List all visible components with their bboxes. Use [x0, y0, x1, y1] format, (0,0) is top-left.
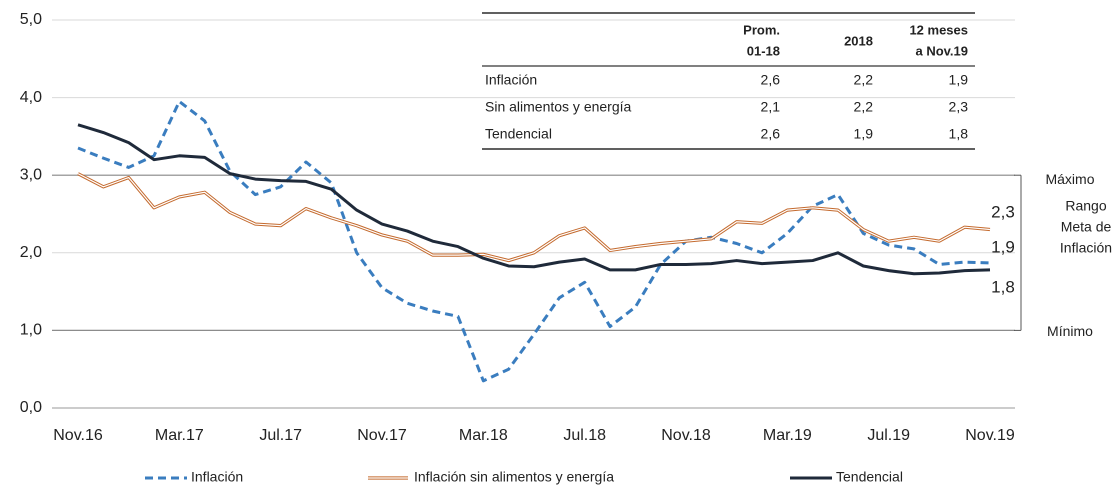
legend-label: Tendencial	[836, 469, 903, 485]
x-tick-label: Nov.17	[357, 427, 407, 444]
y-tick-label: 0,0	[20, 399, 42, 416]
y-tick-label: 2,0	[20, 244, 42, 261]
series-line	[77, 172, 991, 263]
range-title: Meta de	[1061, 219, 1112, 235]
table-cell: 1,9	[949, 72, 969, 88]
table-cell: 2,6	[761, 72, 781, 88]
table-header: a Nov.19	[915, 43, 968, 58]
y-tick-label: 5,0	[20, 11, 42, 28]
range-label: Mínimo	[1047, 323, 1093, 339]
table-row-label: Inflación	[485, 72, 537, 88]
table-cell: 2,3	[949, 99, 969, 115]
table-header: Prom.	[743, 22, 780, 37]
table-cell: 1,9	[854, 126, 874, 142]
y-tick-label: 3,0	[20, 166, 42, 183]
x-tick-label: Mar.17	[155, 427, 204, 444]
y-tick-label: 4,0	[20, 89, 42, 106]
table-cell: 2,2	[854, 72, 874, 88]
x-tick-label: Mar.19	[763, 427, 812, 444]
x-tick-label: Nov.16	[53, 427, 103, 444]
table-cell: 1,8	[949, 126, 969, 142]
table-header: 2018	[844, 33, 873, 48]
table-cell: 2,2	[854, 99, 874, 115]
series-line	[77, 99, 991, 383]
table-cell: 2,1	[761, 99, 781, 115]
end-label: 1,8	[991, 277, 1015, 296]
legend-label: Inflación sin alimentos y energía	[414, 469, 614, 485]
table-cell: 2,6	[761, 126, 781, 142]
range-label: Máximo	[1045, 171, 1094, 187]
x-tick-label: Jul.19	[867, 427, 910, 444]
table-header: 12 meses	[909, 22, 968, 37]
x-tick-label: Jul.17	[259, 427, 302, 444]
x-tick-label: Mar.18	[459, 427, 508, 444]
legend-label: Inflación	[191, 469, 243, 485]
x-tick-label: Nov.18	[661, 427, 711, 444]
series-line-inner	[77, 173, 991, 262]
end-label: 2,3	[991, 202, 1015, 221]
table-row-label: Sin alimentos y energía	[485, 99, 632, 115]
x-tick-label: Jul.18	[563, 427, 606, 444]
range-title: Inflación	[1060, 240, 1112, 256]
end-label: 1,9	[991, 237, 1015, 256]
series-line	[77, 123, 991, 276]
table-header: 01-18	[747, 43, 780, 58]
y-tick-label: 1,0	[20, 322, 42, 339]
x-tick-label: Nov.19	[965, 427, 1015, 444]
table-row-label: Tendencial	[485, 126, 552, 142]
range-title: Rango	[1065, 198, 1106, 214]
